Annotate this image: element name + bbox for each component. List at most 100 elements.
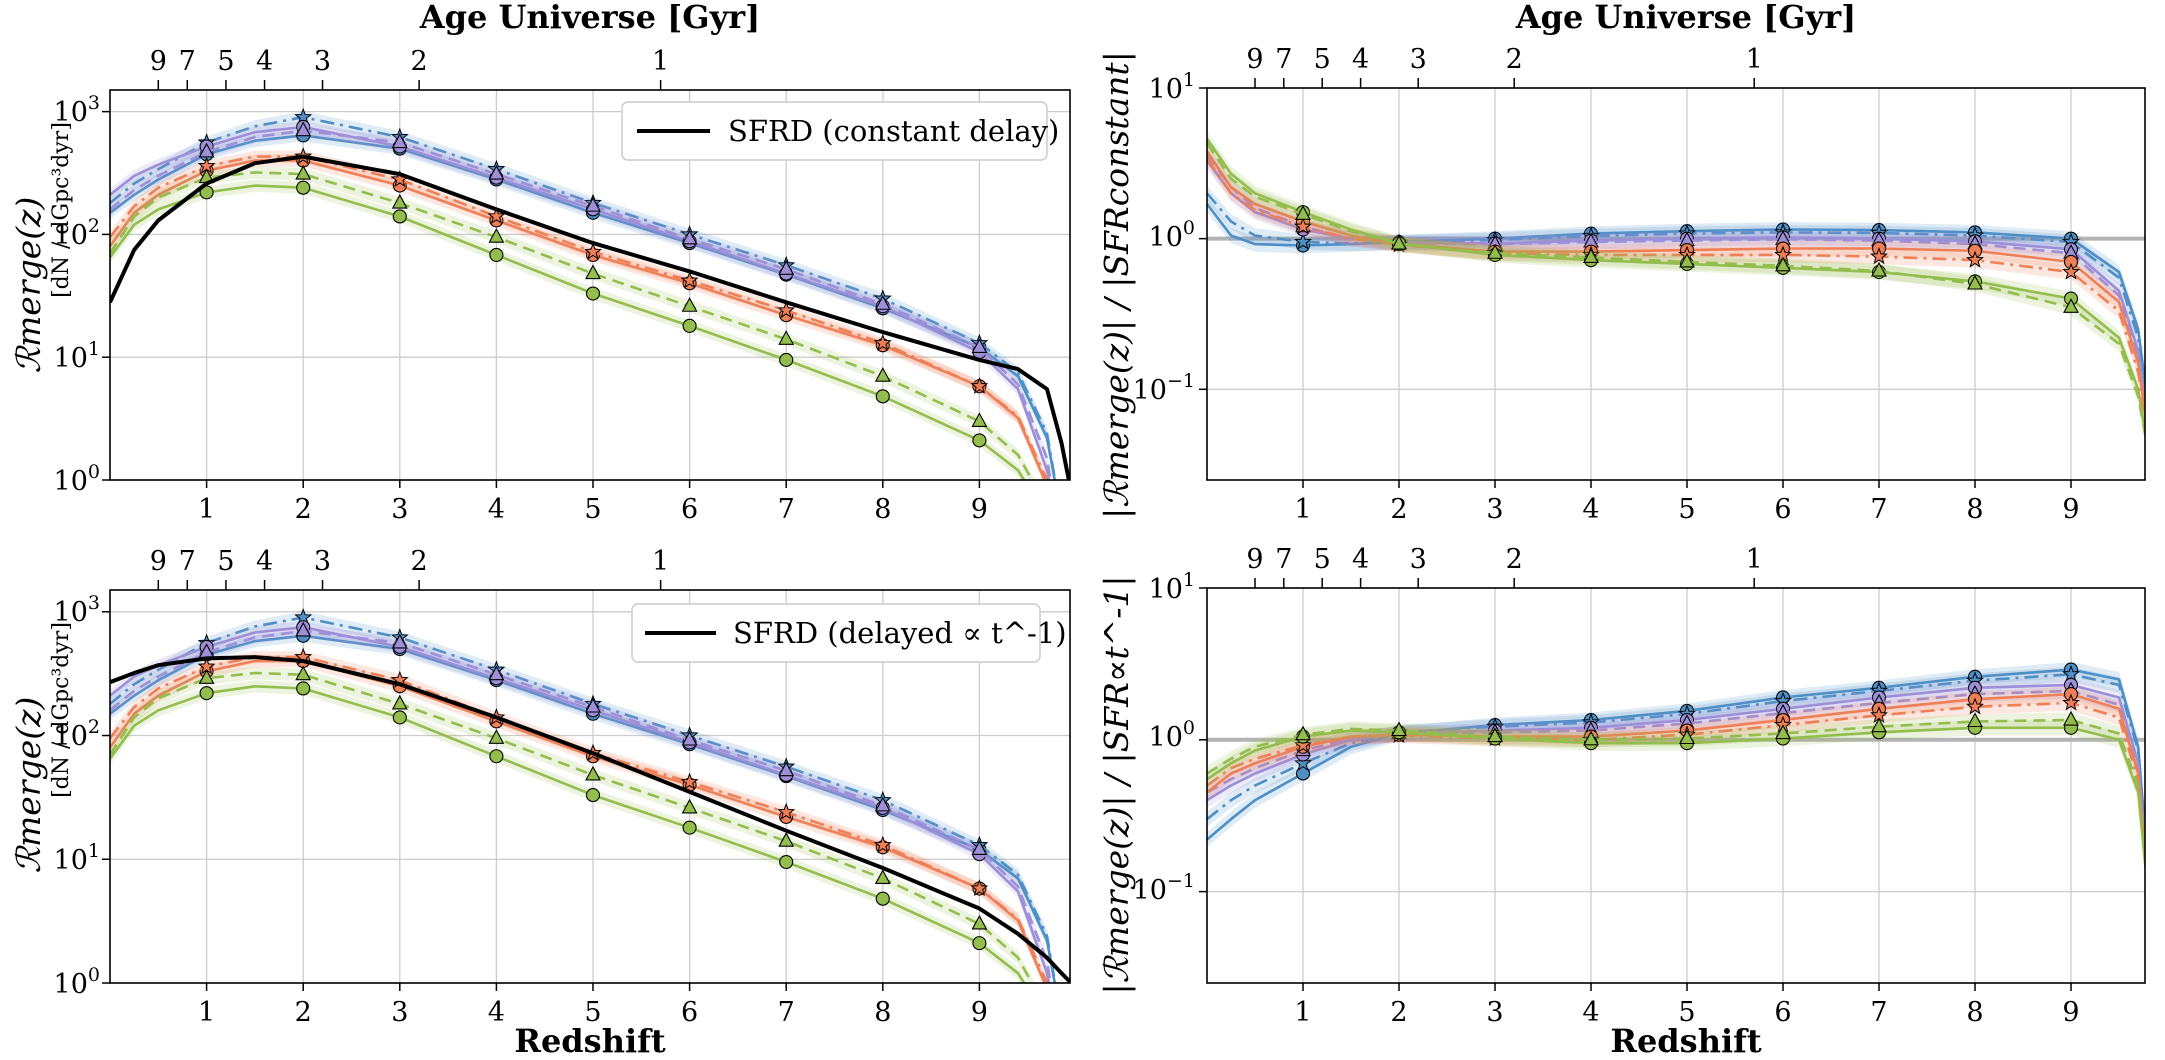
series-band — [1207, 720, 2145, 871]
series-marker — [488, 665, 505, 681]
x-tick-label: 5 — [584, 997, 601, 1028]
series-marker — [391, 193, 408, 209]
series-marker — [585, 697, 601, 713]
panel-bottom-right: 1 2 3 4 5 6 7 8 99 7 5 4 3 2 1 10−1 100 101 Redshift |… — [1097, 544, 2146, 1060]
x-tick-label: 7 — [1870, 494, 1887, 525]
series-marker — [585, 286, 601, 301]
series-marker — [488, 729, 505, 744]
series-marker — [970, 879, 989, 897]
series-band — [110, 129, 1056, 480]
x-tick-label: 1 — [198, 997, 215, 1028]
series-band — [1207, 695, 2145, 867]
y-tick-label: 10−1 — [1133, 870, 1195, 906]
series-line — [110, 129, 1052, 480]
top-tick-label: 2 — [1506, 44, 1523, 75]
series-marker — [488, 227, 505, 243]
top-tick-label: 4 — [1352, 44, 1369, 75]
series-marker — [682, 318, 697, 333]
series-marker — [199, 686, 214, 701]
y-label-unit: [dN / dGpc³dyr] — [49, 622, 74, 798]
legend-box — [621, 101, 1048, 161]
y-tick-label: 101 — [1149, 569, 1195, 605]
series-band — [110, 666, 1036, 983]
x-tick-label: 4 — [488, 997, 505, 1028]
x-tick-label: 4 — [1582, 997, 1599, 1028]
x-tick-label: 3 — [1486, 494, 1503, 525]
series-marker — [295, 121, 312, 137]
series-marker — [874, 796, 891, 812]
series-marker — [971, 412, 988, 427]
series-marker — [1583, 730, 1599, 746]
top-tick-label: 3 — [1410, 544, 1427, 575]
series-line — [1207, 701, 2145, 875]
grid-bottom-right — [1207, 587, 2145, 983]
x-tick-label: 4 — [1582, 494, 1599, 525]
x-tick-label: 3 — [391, 494, 408, 525]
legend-label: SFRD (delayed ∝ t^-1) — [733, 616, 1067, 650]
series-top-right — [1207, 131, 2145, 442]
series-band — [1207, 147, 2145, 411]
series-marker — [1295, 205, 1311, 220]
top-tick-label: 1 — [1746, 44, 1763, 75]
top-tick-label: 7 — [1275, 44, 1292, 75]
series-marker — [680, 271, 699, 289]
series-marker — [1583, 248, 1599, 264]
y-label-ratio: |ℛmerge(z)| / |SFRconstant| — [1097, 51, 1136, 519]
series-marker — [391, 694, 408, 710]
series-band — [1207, 153, 2145, 410]
x-tick-label: 6 — [1774, 997, 1791, 1028]
series-marker — [2063, 298, 2079, 313]
series-marker — [2063, 710, 2079, 726]
series-marker — [488, 164, 505, 180]
series-line — [1207, 142, 2145, 442]
series-marker — [874, 367, 891, 382]
series-marker — [1295, 725, 1311, 741]
x-tick-label: 3 — [1486, 997, 1503, 1028]
series-marker — [777, 802, 796, 820]
top-tick-label: 5 — [217, 546, 234, 577]
x-tick-label: 4 — [488, 494, 505, 525]
legend-top-left: SFRD (constant delay) — [621, 101, 1059, 161]
series-line — [1207, 159, 2145, 412]
series-marker — [1679, 729, 1695, 745]
series-marker — [2062, 693, 2080, 711]
top-tick-label: 5 — [217, 46, 234, 77]
series-band — [1207, 712, 2145, 869]
series-marker — [680, 772, 699, 790]
top-axis-label: Age Universe [Gyr] — [1515, 0, 1856, 36]
series-marker — [391, 633, 408, 649]
x-tick-label: 2 — [1390, 997, 1407, 1028]
top-tick-label: 3 — [314, 546, 331, 577]
series-bottom-right — [1207, 662, 2145, 877]
x-tick-label: 6 — [1774, 494, 1791, 525]
series-marker — [778, 761, 795, 777]
x-tick-label: 7 — [778, 494, 795, 525]
series-band — [1207, 683, 2145, 855]
series-marker — [1871, 717, 1887, 733]
legend-label: SFRD (constant delay) — [728, 114, 1059, 148]
series-marker — [1966, 250, 1984, 268]
series-line — [1207, 157, 2145, 425]
y-tick-label: 100 — [1149, 717, 1195, 753]
x-tick-label: 5 — [1678, 494, 1695, 525]
series-band — [110, 624, 1052, 983]
top-tick-label: 4 — [256, 46, 273, 77]
series-band — [1207, 196, 2145, 390]
x-tick-label: 8 — [1966, 997, 1983, 1028]
series-line — [110, 629, 1052, 983]
series-marker — [2062, 262, 2080, 280]
series-marker — [972, 433, 987, 448]
y-tick-label: 101 — [54, 840, 100, 876]
panel-top-left: 1 2 3 4 5 6 7 8 99 7 5 4 3 2 1 100 101 102 103 Age Uni… — [9, 0, 1071, 525]
x-tick-label: 5 — [584, 494, 601, 525]
series-marker — [489, 247, 504, 263]
series-marker — [1966, 697, 1984, 715]
x-tick-label: 2 — [295, 494, 312, 525]
series-marker — [778, 330, 795, 345]
series-marker — [1391, 234, 1407, 250]
x-tick-label: 5 — [1678, 997, 1695, 1028]
axes-frame-top-right — [1206, 87, 2146, 481]
ticks-bottom-left: 1 2 3 4 5 6 7 8 99 7 5 4 3 2 1 — [102, 546, 988, 1028]
top-tick-label: 9 — [1246, 544, 1263, 575]
series-marker — [971, 338, 988, 354]
